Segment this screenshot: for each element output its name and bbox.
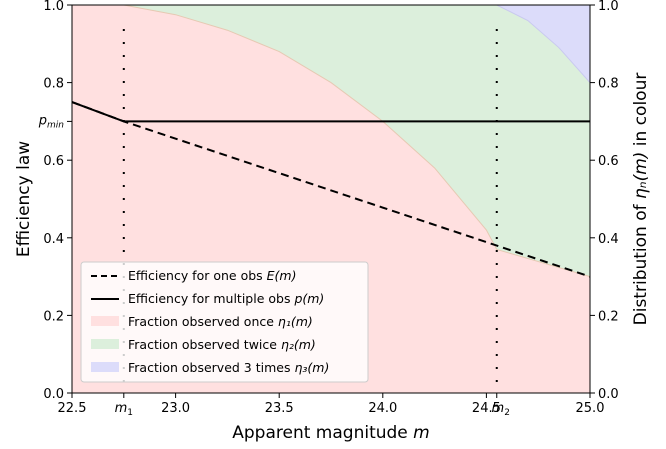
y-right-tick-label: 0.0 [598,387,619,402]
y-axis-label: Efficiency law [14,141,34,257]
y-tick-label: 0.4 [43,232,64,247]
y-tick-label: 1.0 [43,0,64,14]
legend-swatch-once [91,316,119,326]
fill-observed-twice [123,5,590,278]
m1-label: m1 [115,401,133,418]
y-tick-label: 0.6 [43,154,64,169]
y-axis-right-label: Distribution of ηₙ(m) in colour [631,73,651,326]
pmin-label: pmin [38,113,65,130]
y-tick-label: 0.2 [43,309,64,324]
fill-observed-three-times [496,5,590,84]
legend-entry-twice: Fraction observed twice η₂(m) [128,337,316,352]
x-tick-label: 24.5 [472,401,501,416]
m2-label: m2 [492,401,510,418]
y-right-tick-label: 0.2 [598,309,619,324]
legend-swatch-three-times [91,362,119,372]
y-right-tick-label: 1.0 [598,0,619,14]
y-tick-label: 0.0 [43,387,64,402]
legend-entry-three-times: Fraction observed 3 times η₃(m) [128,360,329,375]
legend-entry-one-obs: Efficiency for one obs E(m) [128,268,296,283]
plot-frame [71,4,591,394]
x-tick-label: 22.5 [58,401,87,416]
x-tick-label: 23.0 [161,401,190,416]
x-tick-label: 24.0 [368,401,397,416]
x-axis-label: Apparent magnitude m [232,423,429,443]
legend-entry-multiple-obs: Efficiency for multiple obs p(m) [128,291,324,306]
tick-marks: 22.5 23.0 23.5 24.0 24.5 25.00.00.20.40.60.81… [43,0,618,416]
y-right-tick-label: 0.4 [598,232,619,247]
x-tick-label: 25.0 [576,401,605,416]
legend-box [80,261,369,383]
x-tick-label: 23.5 [265,401,294,416]
legend-swatch-twice [91,339,119,349]
y-right-tick-label: 0.8 [598,77,619,92]
legend: Efficiency for one obs E(m) Efficiency f… [80,261,369,383]
legend-entry-once: Fraction observed once η₁(m) [128,314,313,329]
y-right-tick-label: 0.6 [598,154,619,169]
series-line-efficiency-multiple-obs [72,101,590,123]
y-tick-label: 0.8 [43,77,64,92]
